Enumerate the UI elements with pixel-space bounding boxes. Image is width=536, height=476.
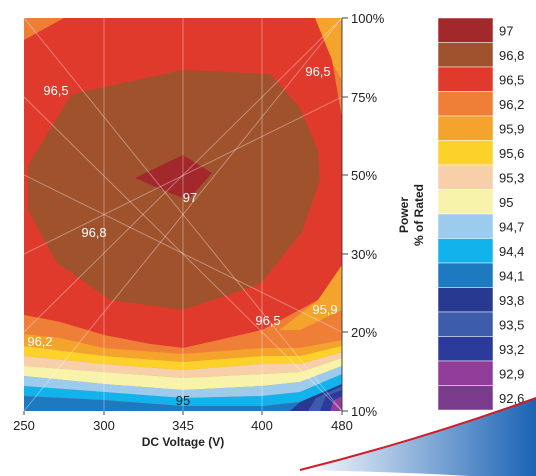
grid-lines: [24, 18, 342, 411]
legend-label-14: 92,9: [499, 366, 524, 381]
contour-label-2: 96,5: [43, 83, 68, 98]
legend-label-6: 95,3: [499, 170, 524, 185]
legend-label-4: 95,9: [499, 121, 524, 136]
y-axis-label-line-2: % of Rated: [412, 184, 426, 246]
x-tick-label-480: 480: [331, 418, 353, 433]
legend-swatch-1: [437, 42, 494, 68]
grid-line-2: [24, 96, 342, 255]
y-tick-label-4: 75%: [351, 90, 377, 105]
band-95: [24, 358, 342, 390]
band-94-1: [24, 384, 342, 411]
contour-label-0: 97: [183, 190, 197, 205]
decorative-swoosh-line: [299, 397, 536, 471]
band-95-9-lower: [24, 334, 342, 362]
band-95-9-top-right: [300, 18, 342, 80]
legend-label-3: 96,2: [499, 97, 524, 112]
y-tick-label-3: 50%: [351, 168, 377, 183]
legend-label-1: 96,8: [499, 48, 524, 63]
contour-label-5: 96,2: [27, 334, 52, 349]
legend-label-8: 94,7: [499, 219, 524, 234]
legend-label-11: 93,8: [499, 293, 524, 308]
y-tick-label-5: 100%: [351, 11, 385, 26]
legend-swatch-4: [437, 115, 494, 141]
grid-line-3: [24, 18, 342, 411]
contour-label-3: 96,5: [305, 64, 330, 79]
legend: 97 96,8 96,5 96,2 95,9 95,6 95,3 95 94,7 94,4 94,1…: [437, 17, 524, 411]
grid-line-5: [24, 174, 342, 333]
x-tick-label-300: 300: [93, 418, 115, 433]
contour-label-1: 96,8: [81, 225, 106, 240]
legend-label-0: 97: [499, 23, 513, 38]
contour-label-4: 96,5: [255, 313, 280, 328]
band-95-3: [24, 352, 342, 378]
legend-label-9: 94,4: [499, 244, 524, 259]
contour-label-7: 95: [176, 393, 190, 408]
legend-swatch-12: [437, 311, 494, 337]
band-97: [135, 155, 212, 200]
grid-line-1: [24, 18, 342, 333]
contour-bands: [24, 18, 342, 411]
legend-label-7: 95: [499, 195, 513, 210]
legend-label-15: 92,6: [499, 391, 524, 406]
band-96-2-lower: [24, 310, 342, 354]
legend-swatch-8: [437, 213, 494, 239]
legend-swatch-9: [437, 238, 494, 264]
legend-swatch-6: [437, 164, 494, 190]
legend-label-13: 93,2: [499, 342, 524, 357]
band-94-7: [24, 366, 342, 398]
contour-labels: 97 96,8 96,5 96,5 96,5 96,2 95,9 95: [27, 64, 337, 408]
y-tick-label-0: 10%: [351, 404, 377, 419]
legend-label-2: 96,5: [499, 72, 524, 87]
grid-line-4: [24, 96, 342, 411]
legend-swatch-7: [437, 189, 494, 215]
contour-label-6: 95,9: [312, 302, 337, 317]
y-tick-label-1: 20%: [351, 325, 377, 340]
y-axis-label-line-1: Power: [397, 197, 411, 233]
legend-swatch-15: [437, 385, 494, 411]
band-94-4: [24, 374, 342, 406]
legend-swatch-13: [437, 336, 494, 362]
legend-label-12: 93,5: [499, 317, 524, 332]
decorative-swoosh: [300, 398, 536, 476]
x-tick-label-250: 250: [13, 418, 35, 433]
band-95-9-lower-right: [272, 265, 342, 336]
legend-label-5: 95,6: [499, 146, 524, 161]
grid-line-0: [24, 18, 342, 411]
legend-swatch-0: [437, 17, 494, 43]
legend-swatch-2: [437, 66, 494, 92]
legend-swatch-14: [437, 360, 494, 386]
x-tick-label-345: 345: [172, 418, 194, 433]
legend-label-10: 94,1: [499, 268, 524, 283]
legend-swatch-11: [437, 287, 494, 313]
y-tick-label-2: 30%: [351, 247, 377, 262]
band-92-9: [330, 396, 342, 411]
legend-swatch-5: [437, 140, 494, 166]
x-tick-label-400: 400: [251, 418, 273, 433]
x-axis-label: DC Voltage (V): [142, 435, 224, 449]
legend-swatch-3: [437, 91, 494, 117]
legend-swatch-10: [437, 262, 494, 288]
